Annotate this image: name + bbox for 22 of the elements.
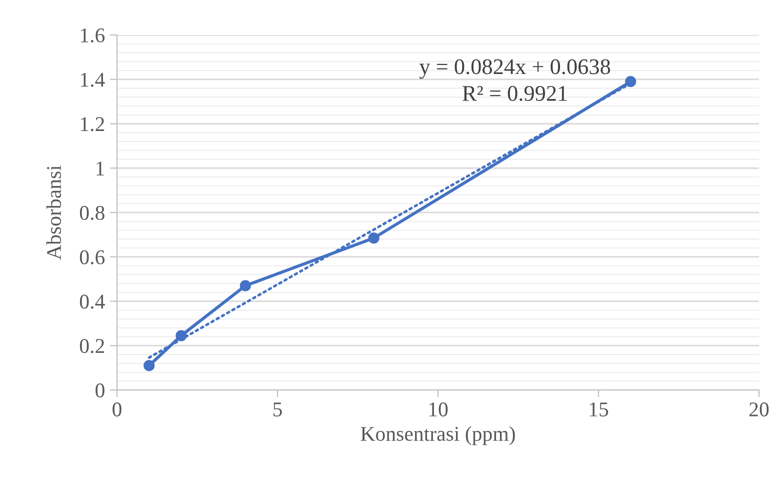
point <box>240 280 251 292</box>
point <box>144 360 155 372</box>
point <box>625 76 636 88</box>
annotation: y = 0.0824x + 0.0638 <box>419 59 610 79</box>
x-tick-label: 20 <box>750 402 769 416</box>
y-tick-label: 1.6 <box>80 28 105 43</box>
x-tick-label: 5 <box>274 402 282 416</box>
x-tick-label: 0 <box>112 402 122 416</box>
x-tick-label: 10 <box>429 402 448 416</box>
y-tick-label: 1.4 <box>80 72 105 87</box>
point <box>368 232 380 244</box>
y-tick-label: 1 <box>96 162 104 176</box>
x-tick-label: 15 <box>590 402 608 416</box>
y-axis-title: Absorbansi <box>46 165 62 260</box>
y-tick-label: 1.2 <box>80 117 104 132</box>
y-tick-label: 0.6 <box>80 250 105 264</box>
x-axis-title: Konsentrasi (ppm) <box>360 426 515 446</box>
y-tick-label: 0.4 <box>80 294 105 309</box>
y-tick-label: 0.2 <box>80 339 104 354</box>
y-tick-label: 0 <box>96 383 104 398</box>
annotation: R² = 0.9921 <box>462 86 567 102</box>
y-tick-label: 0.8 <box>80 206 104 220</box>
